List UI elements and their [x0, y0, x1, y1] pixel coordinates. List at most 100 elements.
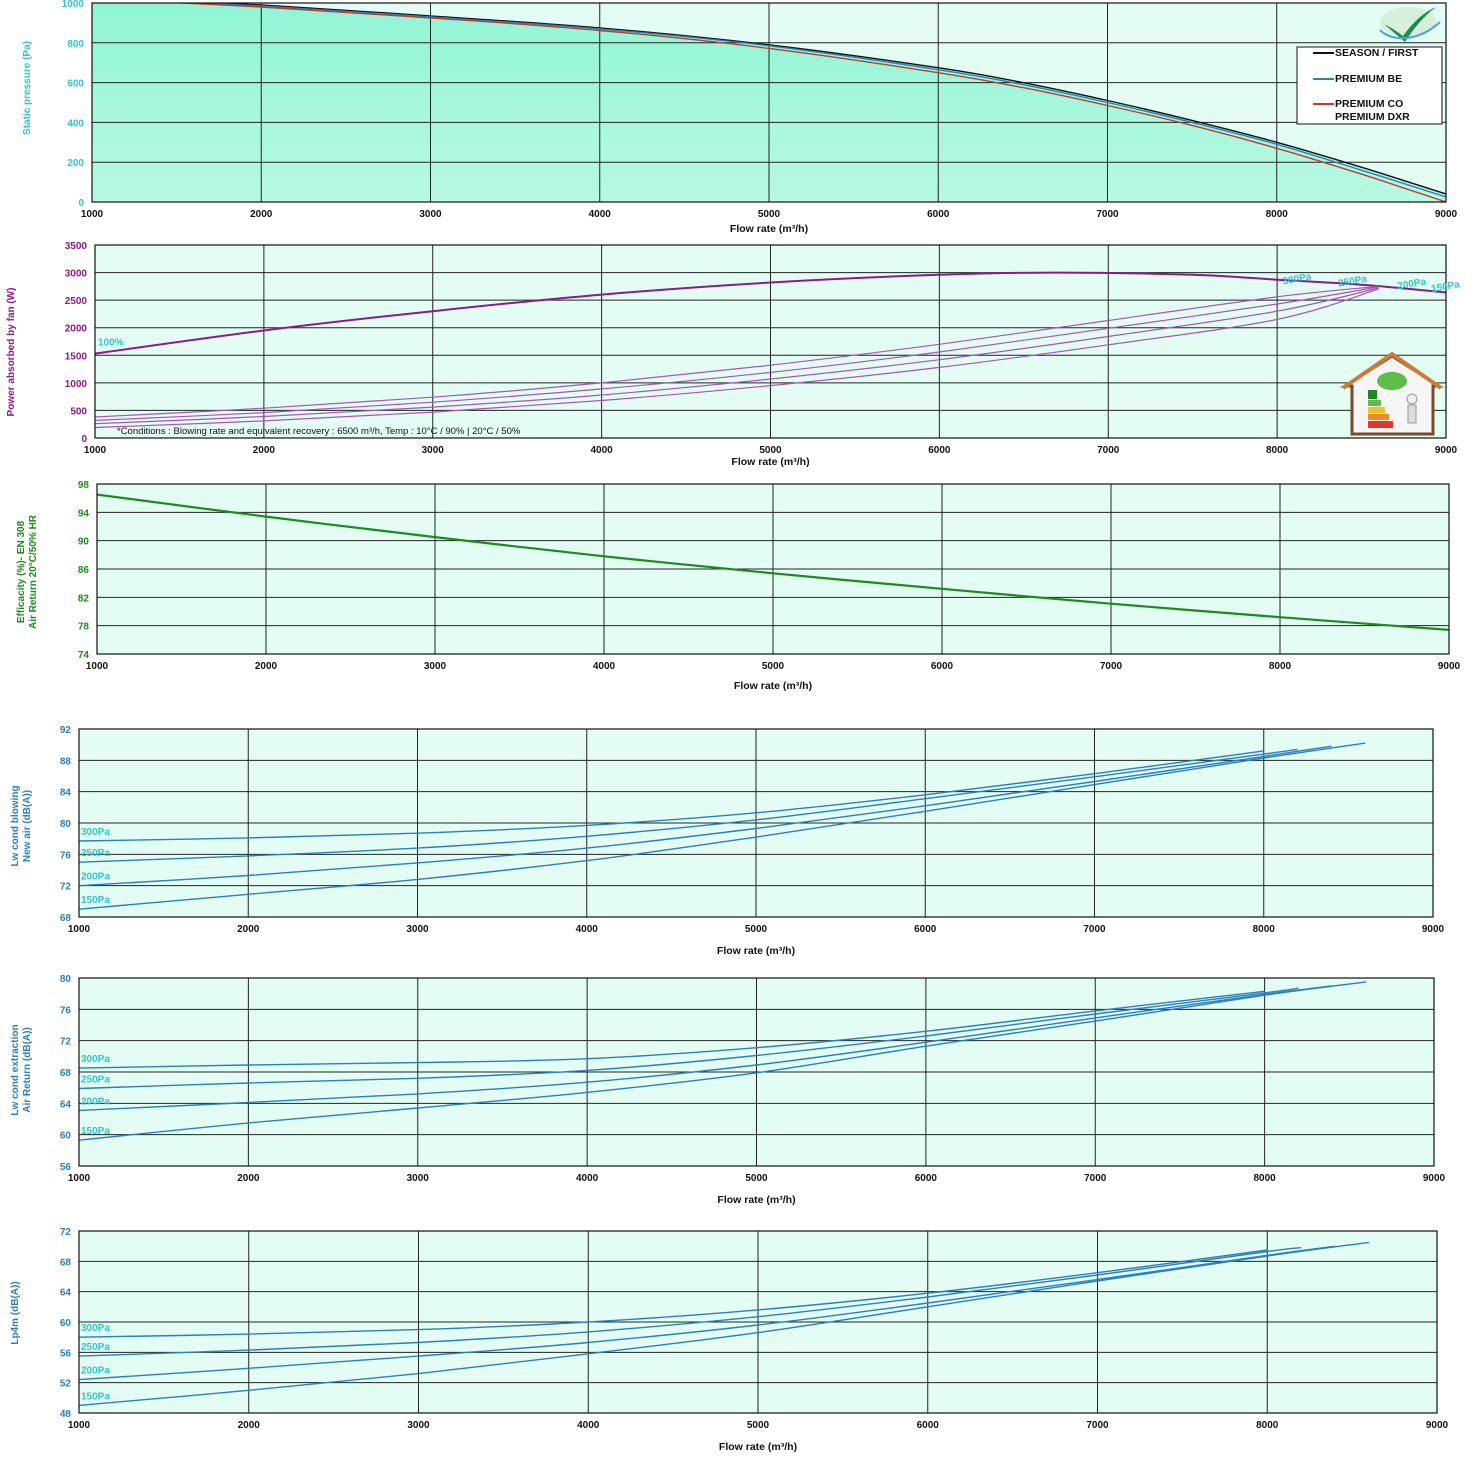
x-tick-label: 7000: [1084, 1173, 1107, 1184]
y-tick-label: 500: [70, 406, 87, 417]
series-line-100: [95, 271, 1446, 355]
curve-label-200pa: 200Pa: [81, 1366, 110, 1377]
y-tick-label: 72: [60, 1037, 72, 1048]
series-line-250pa: [79, 748, 1298, 863]
x-axis-label: Flow rate (m³/h): [717, 945, 795, 957]
y-tick-label: 64: [60, 1099, 72, 1110]
plot-frame: [94, 244, 1447, 439]
x-tick-label: 2000: [238, 1420, 261, 1431]
x-tick-label: 8000: [1269, 661, 1292, 672]
x-tick-label: 4000: [577, 1420, 600, 1431]
series-line-300pa: [79, 750, 1264, 842]
x-axis-label: Flow rate (m³/h): [731, 456, 809, 468]
y-tick-label: 80: [60, 819, 72, 830]
x-tick-label: 7000: [1083, 924, 1106, 935]
x-tick-label: 6000: [915, 1173, 938, 1184]
chart-lp4m: 1000 2000 3000 4000 5000 6000 7000 8000 9000 48 52…: [10, 1227, 1449, 1453]
x-tick-label: 6000: [931, 661, 954, 672]
x-tick-label: 4000: [576, 924, 599, 935]
series-line-300pa: [79, 990, 1265, 1069]
x-tick-label: 2000: [253, 445, 276, 456]
legend-label: PREMIUM CO: [1335, 98, 1403, 110]
chart-lw-blowing: 1000 2000 3000 4000 5000 6000 7000 8000 9000 68 72…: [10, 725, 1445, 957]
x-tick-label: 1000: [68, 924, 91, 935]
y-tick-label: 200: [67, 158, 84, 169]
y-axis-label: Efficacity (%)- EN 308Air Return 20°C/50…: [16, 514, 39, 629]
legend: SEASON / FIRST PREMIUM BE PREMIUM COPREMIU…: [1296, 46, 1443, 125]
series-line-150pa: [79, 981, 1367, 1141]
y-tick-label: 72: [60, 1227, 72, 1238]
chart-efficacity: 1000 2000 3000 4000 5000 6000 7000 8000 9000 74 78…: [16, 480, 1461, 692]
series-line-250pa: [79, 1247, 1302, 1357]
conditions-note: *Conditions : Blowing rate and equivalen…: [117, 426, 521, 437]
y-tick-label: 86: [78, 565, 90, 576]
y-tick-label: 2500: [65, 296, 88, 307]
legend-label: PREMIUM BE: [1335, 73, 1402, 85]
x-tick-label: 6000: [917, 1420, 940, 1431]
x-axis-label: Flow rate (m³/h): [719, 1441, 797, 1453]
plot-frame: [78, 728, 1434, 918]
y-tick-label: 68: [60, 913, 72, 924]
plot-frame: [96, 483, 1450, 655]
series-line-200pa: [79, 1245, 1336, 1381]
y-tick-label: 88: [60, 756, 72, 767]
x-tick-label: 9000: [1426, 1420, 1449, 1431]
series-line-300pa: [95, 285, 1379, 418]
y-tick-label: 76: [60, 850, 72, 861]
y-tick-label: 92: [60, 725, 72, 736]
x-tick-label: 1000: [81, 209, 104, 220]
x-tick-label: 6000: [914, 924, 937, 935]
x-axis-label: Flow rate (m³/h): [730, 223, 808, 235]
y-axis-label: Lw cond extractionAir Return (dB(A)): [10, 1024, 33, 1115]
plot-frame: [78, 977, 1435, 1167]
series-line-premium-co-premium-dxr: [166, 3, 1446, 202]
x-tick-label: 4000: [593, 661, 616, 672]
series-line-200pa: [79, 745, 1332, 887]
y-tick-label: 800: [67, 39, 84, 50]
x-tick-label: 8000: [1256, 1420, 1279, 1431]
curve-label-250pa: 250Pa: [81, 848, 110, 859]
y-tick-label: 1000: [65, 379, 88, 390]
y-tick-label: 1500: [65, 351, 88, 362]
x-tick-label: 9000: [1422, 924, 1445, 935]
x-tick-label: 3000: [419, 209, 442, 220]
x-tick-label: 6000: [927, 209, 950, 220]
y-tick-label: 400: [67, 118, 84, 129]
x-tick-label: 3000: [422, 445, 445, 456]
x-tick-label: 3000: [407, 1420, 430, 1431]
x-tick-label: 4000: [576, 1173, 599, 1184]
y-tick-label: 80: [60, 974, 72, 985]
curve-label-150pa: 150Pa: [81, 895, 110, 906]
x-tick-label: 2000: [250, 209, 273, 220]
legend-label: SEASON / FIRST: [1335, 47, 1419, 59]
y-tick-label: 82: [78, 593, 90, 604]
series-line-250pa: [79, 987, 1299, 1090]
chart-lw-extraction: 1000 2000 3000 4000 5000 6000 7000 8000 9000 56 60…: [10, 974, 1446, 1206]
y-tick-label: 3000: [65, 269, 88, 280]
y-tick-label: 1000: [62, 0, 85, 10]
series-line-250pa: [95, 286, 1379, 421]
x-tick-label: 4000: [589, 209, 612, 220]
y-tick-label: 56: [60, 1162, 72, 1173]
energy-label-house-icon: [1339, 351, 1445, 436]
y-tick-label: 84: [60, 788, 72, 799]
x-tick-label: 5000: [762, 661, 785, 672]
x-tick-label: 7000: [1097, 445, 1120, 456]
x-tick-label: 5000: [758, 209, 781, 220]
y-tick-label: 60: [60, 1318, 72, 1329]
x-tick-label: 5000: [745, 924, 768, 935]
x-axis-label: Flow rate (m³/h): [717, 1194, 795, 1206]
series-line-200pa: [95, 287, 1379, 425]
y-tick-label: 2000: [65, 324, 88, 335]
y-tick-label: 76: [60, 1005, 72, 1016]
plot-frame: [78, 1230, 1438, 1414]
curve-label-200pa: 200Pa: [1397, 276, 1428, 292]
curve-label-200pa: 200Pa: [81, 1096, 110, 1107]
x-tick-label: 4000: [591, 445, 614, 456]
y-tick-label: 90: [78, 537, 90, 548]
x-tick-label: 9000: [1435, 445, 1458, 456]
curve-label-100: 100%: [98, 338, 124, 349]
x-tick-label: 8000: [1266, 209, 1289, 220]
y-tick-label: 0: [81, 434, 87, 445]
